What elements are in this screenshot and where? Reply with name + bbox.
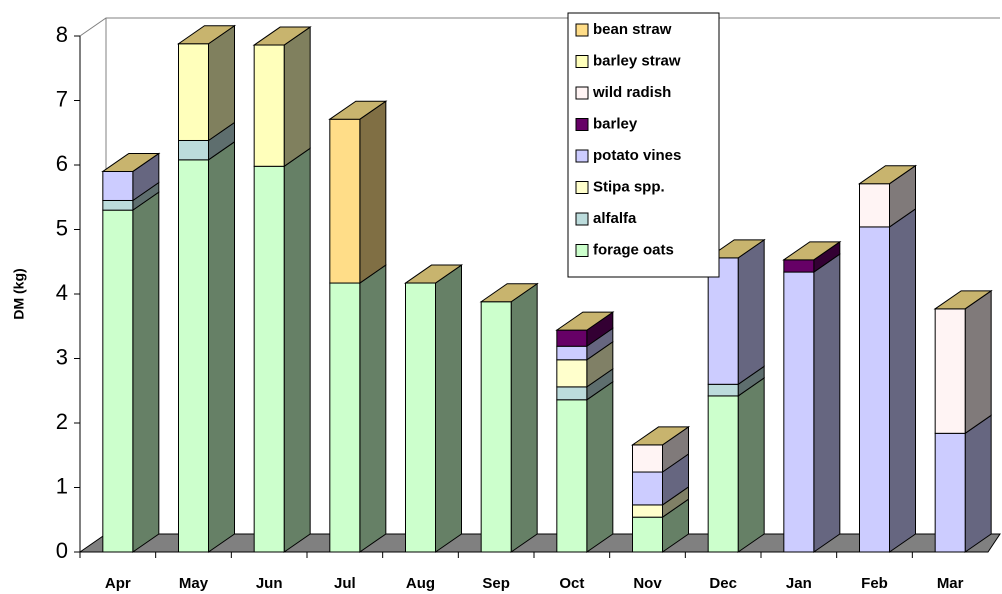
x-tick-label: Sep: [482, 575, 510, 592]
x-tick-label: Jan: [786, 575, 812, 592]
legend-swatch: [575, 86, 589, 100]
legend-label: potato vines: [593, 147, 681, 164]
y-tick-label: 2: [56, 409, 68, 434]
bar-segment: [632, 471, 663, 506]
y-tick-label: 3: [56, 344, 68, 369]
legend-items: forage oats alfalfa Stipa spp. potato vines…: [575, 21, 681, 258]
bar-side: [208, 140, 235, 553]
legend-label: alfalfa: [593, 210, 637, 227]
bar-segment: [707, 395, 739, 553]
bar-side: [964, 289, 992, 435]
x-tick-label: Feb: [861, 575, 888, 592]
bar-segment: [329, 118, 361, 284]
bar-segment: [556, 329, 588, 347]
bar-segment: [632, 444, 663, 473]
x-tick-label: Aug: [406, 575, 435, 592]
legend: [567, 12, 720, 278]
legend-swatch: [575, 55, 589, 68]
bar-top: [101, 152, 161, 172]
bar-segment: [707, 383, 739, 397]
y-tick-label: 1: [56, 473, 68, 498]
x-tick-label: Jul: [334, 575, 356, 592]
bar-top: [479, 283, 539, 303]
bar-segment: [405, 282, 436, 553]
legend-label: Stipa spp.: [593, 178, 665, 195]
legend-label: barley straw: [593, 52, 681, 69]
bar-top: [555, 311, 615, 331]
bar-segment: [934, 432, 966, 553]
y-tick-label: 6: [56, 151, 68, 176]
bar-segment: [253, 165, 285, 553]
bar-segment: [102, 209, 134, 553]
bar-segment: [556, 386, 588, 401]
x-tick-label: Mar: [937, 575, 964, 592]
bar-top: [857, 165, 918, 185]
bar-segment: [178, 159, 209, 553]
bar-segment: [632, 516, 663, 553]
legend-label: wild radish: [592, 84, 671, 101]
bar-top: [933, 290, 993, 310]
bar-top: [328, 100, 388, 120]
x-tick-label: Apr: [105, 575, 131, 592]
bar-segment: [934, 308, 966, 434]
legend-label: barley: [593, 115, 638, 132]
bar-segment: [253, 44, 285, 167]
legend-swatch: [575, 212, 589, 226]
legend-swatch: [575, 118, 589, 131]
bar-top: [252, 26, 312, 46]
bar-side: [359, 100, 387, 284]
x-tick-label: May: [179, 575, 209, 592]
bar-side: [435, 264, 462, 553]
y-tick-label: 4: [56, 280, 68, 305]
bar-top: [782, 241, 842, 261]
bar-side: [586, 380, 614, 553]
bars: [101, 24, 993, 553]
bar-side: [208, 24, 235, 142]
bar-segment: [178, 43, 209, 141]
legend-swatch: [575, 244, 589, 257]
bar-side: [283, 147, 311, 553]
legend-swatch: [575, 181, 589, 194]
bar-side: [510, 282, 538, 553]
bar-side: [964, 414, 992, 553]
y-tick-label: 0: [56, 538, 68, 563]
y-tick-label: 8: [56, 22, 68, 47]
bar-segment: [329, 282, 361, 553]
bar-segment: [783, 259, 815, 273]
bar-segment: [859, 183, 890, 228]
y-tick-label: 5: [56, 215, 68, 240]
bar-side: [813, 253, 841, 553]
bar-segment: [632, 504, 663, 518]
bar-segment: [556, 345, 588, 361]
bar-segment: [556, 359, 588, 388]
bar-top: [176, 25, 237, 45]
bar-segment: [859, 226, 890, 553]
bar-segment: [783, 271, 815, 553]
legend-swatch: [575, 23, 589, 37]
legend-label: forage oats: [593, 241, 674, 258]
bar-side: [283, 26, 311, 168]
legend-swatch: [575, 149, 589, 163]
legend-label: bean straw: [593, 21, 672, 38]
bar-segment: [178, 139, 209, 161]
y-tick-label: 7: [56, 86, 68, 111]
y-axis-label: DM (kg): [11, 268, 27, 319]
bar-segment: [102, 199, 134, 211]
bar-segment: [102, 170, 134, 201]
bar-side: [737, 238, 765, 386]
x-tick-label: Dec: [709, 575, 737, 592]
x-tick-label: Jun: [256, 575, 283, 592]
x-tick-label: Oct: [559, 575, 584, 592]
bar-segment: [480, 301, 512, 553]
bar-top: [630, 426, 691, 446]
x-tick-label: Nov: [633, 575, 662, 592]
bar-side: [737, 376, 765, 553]
bar-segment: [556, 399, 588, 553]
bar-top: [403, 264, 464, 284]
bar-side: [132, 191, 160, 553]
bar-side: [889, 207, 916, 553]
bar-side: [359, 264, 387, 553]
bar-top: [706, 239, 766, 259]
